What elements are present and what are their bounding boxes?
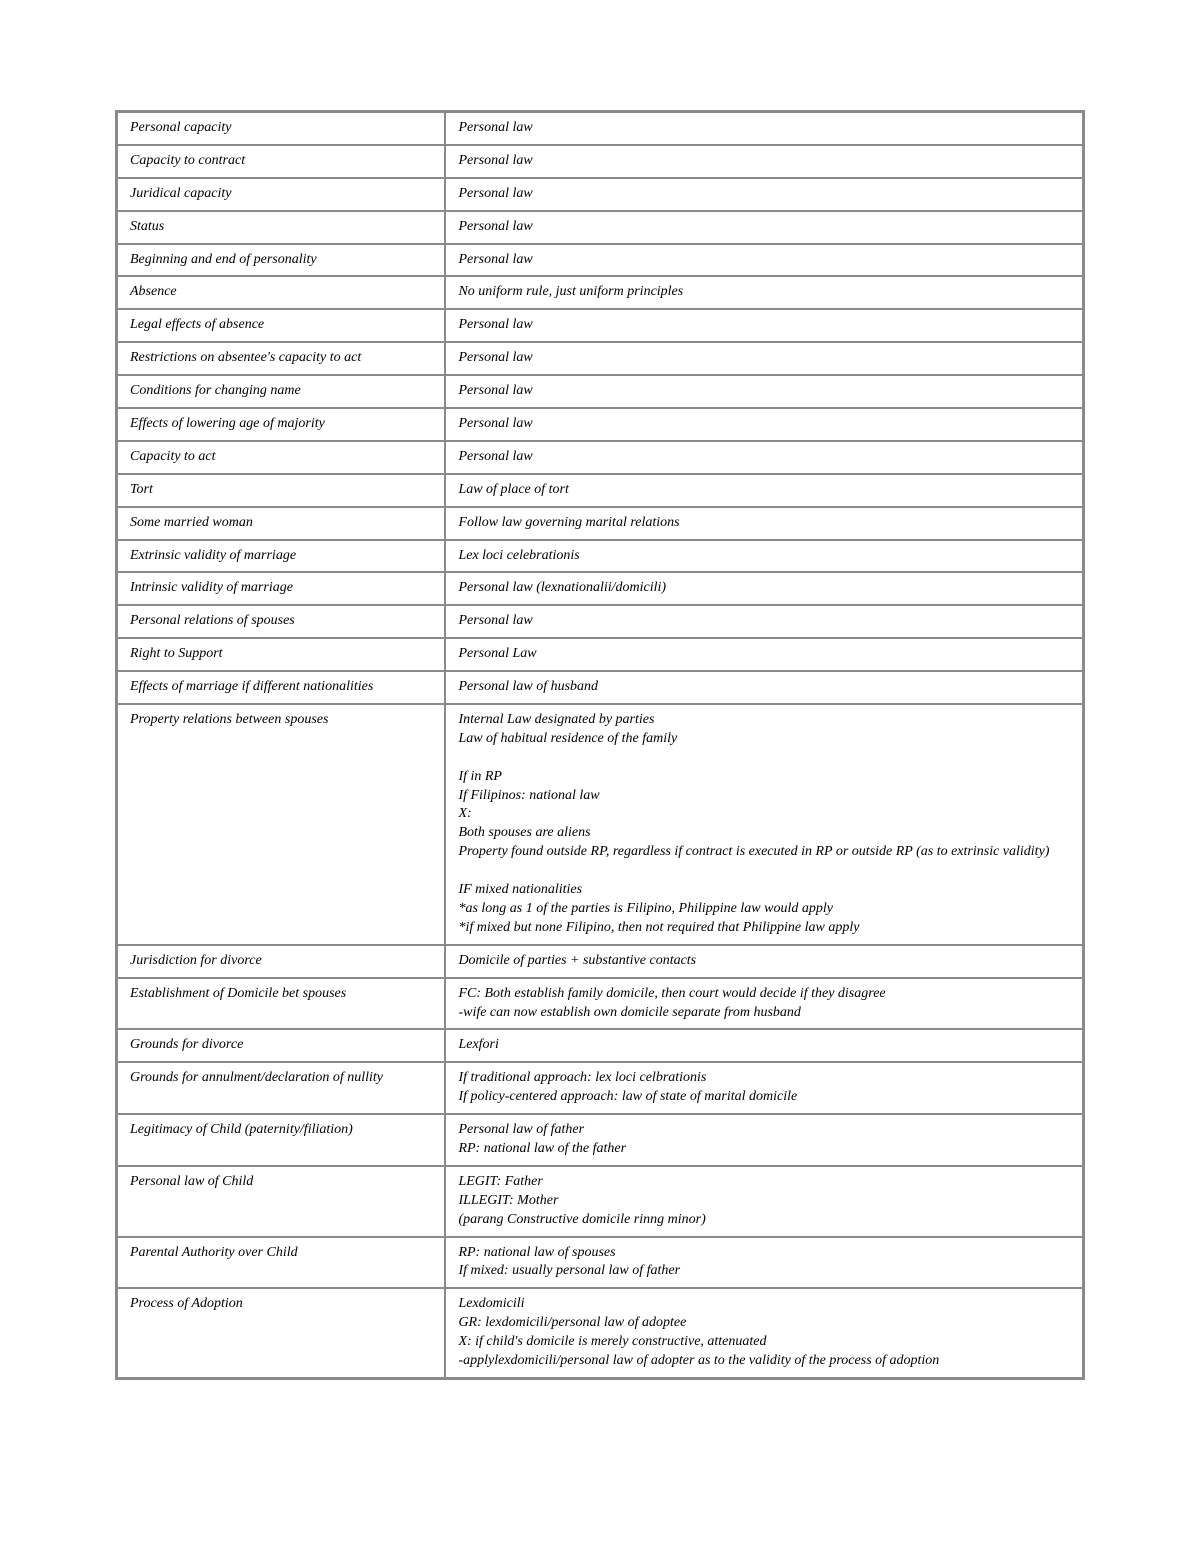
rule-cell: Law of place of tort: [445, 474, 1083, 507]
rule-cell: If traditional approach: lex loci celbra…: [445, 1062, 1083, 1114]
topic-cell: Absence: [117, 276, 445, 309]
topic-cell: Personal law of Child: [117, 1166, 445, 1237]
topic-cell: Some married woman: [117, 507, 445, 540]
rule-cell: Personal law: [445, 441, 1083, 474]
topic-cell: Personal relations of spouses: [117, 605, 445, 638]
table-row: Parental Authority over ChildRP: nationa…: [117, 1237, 1083, 1289]
rule-cell: Lexfori: [445, 1029, 1083, 1062]
topic-cell: Personal capacity: [117, 112, 445, 145]
table-row: Personal relations of spousesPersonal la…: [117, 605, 1083, 638]
rule-cell: Personal law: [445, 309, 1083, 342]
table-row: Capacity to contractPersonal law: [117, 145, 1083, 178]
topic-cell: Capacity to contract: [117, 145, 445, 178]
table-row: Restrictions on absentee's capacity to a…: [117, 342, 1083, 375]
rule-cell: RP: national law of spouses If mixed: us…: [445, 1237, 1083, 1289]
topic-cell: Tort: [117, 474, 445, 507]
rule-cell: LEGIT: Father ILLEGIT: Mother (parang Co…: [445, 1166, 1083, 1237]
topic-cell: Process of Adoption: [117, 1288, 445, 1378]
table-row: Conditions for changing namePersonal law: [117, 375, 1083, 408]
table-row: Extrinsic validity of marriageLex loci c…: [117, 540, 1083, 573]
rule-cell: Personal law: [445, 145, 1083, 178]
rule-cell: Personal law: [445, 112, 1083, 145]
topic-cell: Parental Authority over Child: [117, 1237, 445, 1289]
page: Personal capacityPersonal lawCapacity to…: [0, 0, 1200, 1553]
rule-cell: Lex loci celebrationis: [445, 540, 1083, 573]
rule-cell: FC: Both establish family domicile, then…: [445, 978, 1083, 1030]
topic-cell: Legitimacy of Child (paternity/filiation…: [117, 1114, 445, 1166]
rule-cell: Personal law: [445, 211, 1083, 244]
table-row: Juridical capacityPersonal law: [117, 178, 1083, 211]
table-row: Jurisdiction for divorceDomicile of part…: [117, 945, 1083, 978]
table-row: Some married womanFollow law governing m…: [117, 507, 1083, 540]
topic-cell: Jurisdiction for divorce: [117, 945, 445, 978]
topic-cell: Capacity to act: [117, 441, 445, 474]
table-row: Legitimacy of Child (paternity/filiation…: [117, 1114, 1083, 1166]
table-row: Personal capacityPersonal law: [117, 112, 1083, 145]
table-row: Personal law of ChildLEGIT: Father ILLEG…: [117, 1166, 1083, 1237]
rule-cell: Personal law: [445, 342, 1083, 375]
table-row: TortLaw of place of tort: [117, 474, 1083, 507]
rule-cell: Personal law of husband: [445, 671, 1083, 704]
topic-cell: Effects of marriage if different nationa…: [117, 671, 445, 704]
table-row: Right to SupportPersonal Law: [117, 638, 1083, 671]
table-row: StatusPersonal law: [117, 211, 1083, 244]
rule-cell: Personal law: [445, 605, 1083, 638]
table-row: Intrinsic validity of marriagePersonal l…: [117, 572, 1083, 605]
topic-cell: Property relations between spouses: [117, 704, 445, 945]
topic-cell: Effects of lowering age of majority: [117, 408, 445, 441]
topic-cell: Conditions for changing name: [117, 375, 445, 408]
table-row: Grounds for divorceLexfori: [117, 1029, 1083, 1062]
law-table-body: Personal capacityPersonal lawCapacity to…: [117, 112, 1083, 1378]
rule-cell: Personal law: [445, 244, 1083, 277]
table-row: Process of AdoptionLexdomicili GR: lexdo…: [117, 1288, 1083, 1378]
topic-cell: Extrinsic validity of marriage: [117, 540, 445, 573]
rule-cell: Personal law (lexnationalii/domicili): [445, 572, 1083, 605]
topic-cell: Beginning and end of personality: [117, 244, 445, 277]
rule-cell: Personal law: [445, 408, 1083, 441]
rule-cell: Lexdomicili GR: lexdomicili/personal law…: [445, 1288, 1083, 1378]
table-row: Grounds for annulment/declaration of nul…: [117, 1062, 1083, 1114]
topic-cell: Grounds for divorce: [117, 1029, 445, 1062]
topic-cell: Juridical capacity: [117, 178, 445, 211]
rule-cell: Domicile of parties + substantive contac…: [445, 945, 1083, 978]
table-row: AbsenceNo uniform rule, just uniform pri…: [117, 276, 1083, 309]
topic-cell: Grounds for annulment/declaration of nul…: [117, 1062, 445, 1114]
rule-cell: Internal Law designated by parties Law o…: [445, 704, 1083, 945]
table-row: Property relations between spousesIntern…: [117, 704, 1083, 945]
topic-cell: Restrictions on absentee's capacity to a…: [117, 342, 445, 375]
table-row: Legal effects of absencePersonal law: [117, 309, 1083, 342]
topic-cell: Intrinsic validity of marriage: [117, 572, 445, 605]
law-table: Personal capacityPersonal lawCapacity to…: [115, 110, 1085, 1380]
topic-cell: Right to Support: [117, 638, 445, 671]
rule-cell: Follow law governing marital relations: [445, 507, 1083, 540]
rule-cell: Personal Law: [445, 638, 1083, 671]
topic-cell: Status: [117, 211, 445, 244]
table-row: Effects of lowering age of majorityPerso…: [117, 408, 1083, 441]
table-row: Establishment of Domicile bet spousesFC:…: [117, 978, 1083, 1030]
table-row: Capacity to actPersonal law: [117, 441, 1083, 474]
rule-cell: Personal law of father RP: national law …: [445, 1114, 1083, 1166]
topic-cell: Legal effects of absence: [117, 309, 445, 342]
rule-cell: No uniform rule, just uniform principles: [445, 276, 1083, 309]
table-row: Effects of marriage if different nationa…: [117, 671, 1083, 704]
table-row: Beginning and end of personalityPersonal…: [117, 244, 1083, 277]
topic-cell: Establishment of Domicile bet spouses: [117, 978, 445, 1030]
rule-cell: Personal law: [445, 375, 1083, 408]
rule-cell: Personal law: [445, 178, 1083, 211]
